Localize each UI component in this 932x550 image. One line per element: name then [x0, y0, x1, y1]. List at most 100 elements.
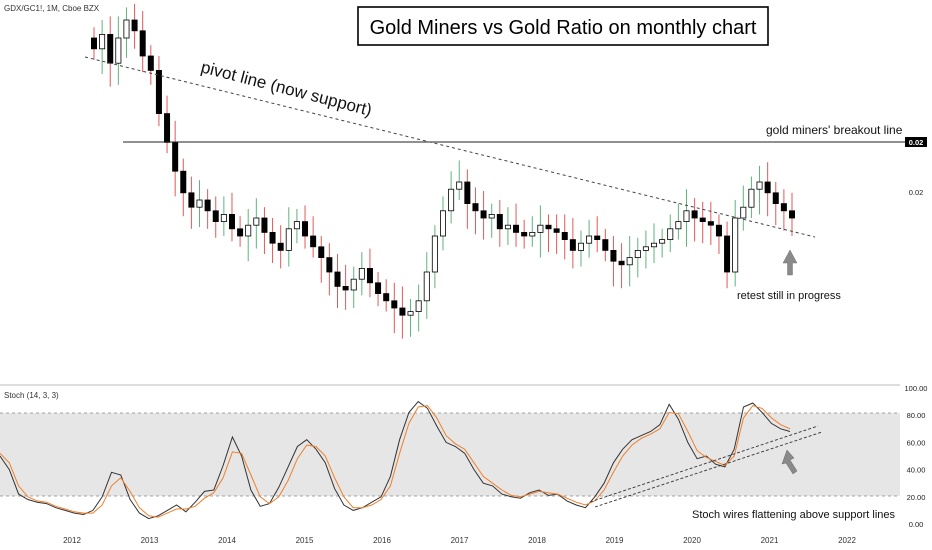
candle-body [780, 203, 787, 212]
candle-body [115, 37, 122, 64]
candle-body [285, 228, 292, 251]
stoch-label: Stoch (14, 3, 3) [4, 391, 59, 400]
candle-body [537, 224, 544, 233]
candle-body [196, 199, 203, 208]
candle-body [261, 217, 268, 233]
candle-body [764, 181, 771, 194]
candle-body [594, 235, 601, 240]
candle-body [618, 260, 625, 266]
breakout-line-label: gold miners' breakout line [766, 123, 903, 137]
candle-body [448, 188, 455, 212]
candle-body [699, 217, 706, 222]
stoch-tick-label: 100.00 [905, 384, 928, 393]
candle-body [610, 249, 617, 262]
candle-body [358, 267, 365, 280]
retest-label: retest still in progress [737, 290, 841, 302]
candle-body [188, 192, 195, 208]
chart-title: Gold Miners vs Gold Ratio on monthly cha… [370, 17, 757, 39]
candle-body [293, 221, 300, 230]
stoch-support-line-1[interactable] [589, 425, 819, 503]
x-tick-label: 2022 [838, 536, 856, 545]
candle-body [675, 221, 682, 230]
candle-body [586, 235, 593, 244]
candle-body [310, 235, 317, 248]
candle-body [480, 210, 487, 219]
candle-body [496, 213, 503, 230]
candle-body [756, 181, 763, 190]
candle-body [577, 242, 584, 251]
candle-body [375, 282, 382, 294]
candle-body [302, 221, 309, 237]
candle-body [269, 231, 276, 244]
candle-body [691, 210, 698, 219]
candle-body [569, 239, 576, 251]
candle-body [772, 192, 779, 205]
stoch-arrow-icon [781, 449, 798, 475]
candle-body [724, 235, 731, 273]
candle-body [342, 285, 349, 291]
candle-body [634, 249, 641, 258]
candle-body [415, 300, 422, 312]
x-tick-label: 2015 [296, 536, 314, 545]
symbol-label: GDX/GC1!, 1M, Cboe BZX [4, 4, 100, 13]
stoch-tick-label: 60.00 [907, 438, 926, 447]
retest-arrow-icon [782, 249, 798, 276]
candle-body [147, 55, 154, 71]
candle-body [391, 300, 398, 309]
x-tick-label: 2019 [606, 536, 624, 545]
time-axis: 2012 2013 2014 2015 2016 2017 2018 2019 2020 2021… [63, 536, 856, 545]
candle-body [561, 231, 568, 240]
candle-body [488, 213, 495, 219]
candle-body [715, 224, 722, 237]
candle-body [172, 141, 179, 172]
candle-body [123, 19, 130, 39]
candle-body [529, 231, 536, 237]
candle-body [472, 203, 479, 212]
candle-body [464, 181, 471, 205]
candle-body [107, 34, 114, 64]
candle-body [439, 210, 446, 237]
title-box [357, 6, 769, 46]
x-tick-label: 2018 [528, 536, 546, 545]
candle-body [164, 113, 171, 143]
stoch-d-line [0, 405, 791, 518]
candle-body [237, 228, 244, 237]
price-axis-label-active: 0.02 [909, 138, 924, 147]
candle-body [220, 213, 227, 222]
candle-body [334, 271, 341, 287]
candle-body [253, 217, 260, 226]
stoch-tick-label: 40.00 [907, 466, 926, 475]
stoch-axis: 100.00 80.00 60.00 40.00 20.00 0.00 [905, 384, 928, 529]
candle-body [456, 181, 463, 190]
x-tick-label: 2020 [683, 536, 701, 545]
candle-body [553, 228, 560, 233]
stoch-tick-label: 0.00 [909, 520, 924, 529]
candle-body [659, 239, 666, 244]
candle-body [277, 242, 284, 251]
candle-body [431, 235, 438, 273]
x-tick-label: 2016 [373, 536, 391, 545]
candle-body [212, 210, 219, 223]
stoch-band [0, 413, 900, 496]
candle-body [139, 30, 146, 57]
pivot-line[interactable] [84, 56, 816, 238]
pivot-line-label: pivot line (now support) [199, 57, 374, 119]
candle-body [545, 224, 552, 230]
candle-body [513, 224, 520, 233]
stoch-note: Stoch wires flattening above support lin… [692, 509, 896, 521]
candle-body [423, 271, 430, 302]
candle-body [667, 228, 674, 241]
candle-body [407, 311, 414, 316]
candle-body [131, 19, 138, 32]
candle-body [99, 34, 106, 50]
candle-body [642, 246, 649, 251]
candles-group [91, 3, 796, 339]
candle-body [228, 213, 235, 230]
price-axis-marker [905, 137, 927, 147]
stoch-lines-group [0, 400, 791, 520]
candle-body [91, 37, 98, 50]
candle-body [651, 242, 658, 248]
x-tick-label: 2017 [451, 536, 469, 545]
x-tick-label: 2013 [141, 536, 159, 545]
